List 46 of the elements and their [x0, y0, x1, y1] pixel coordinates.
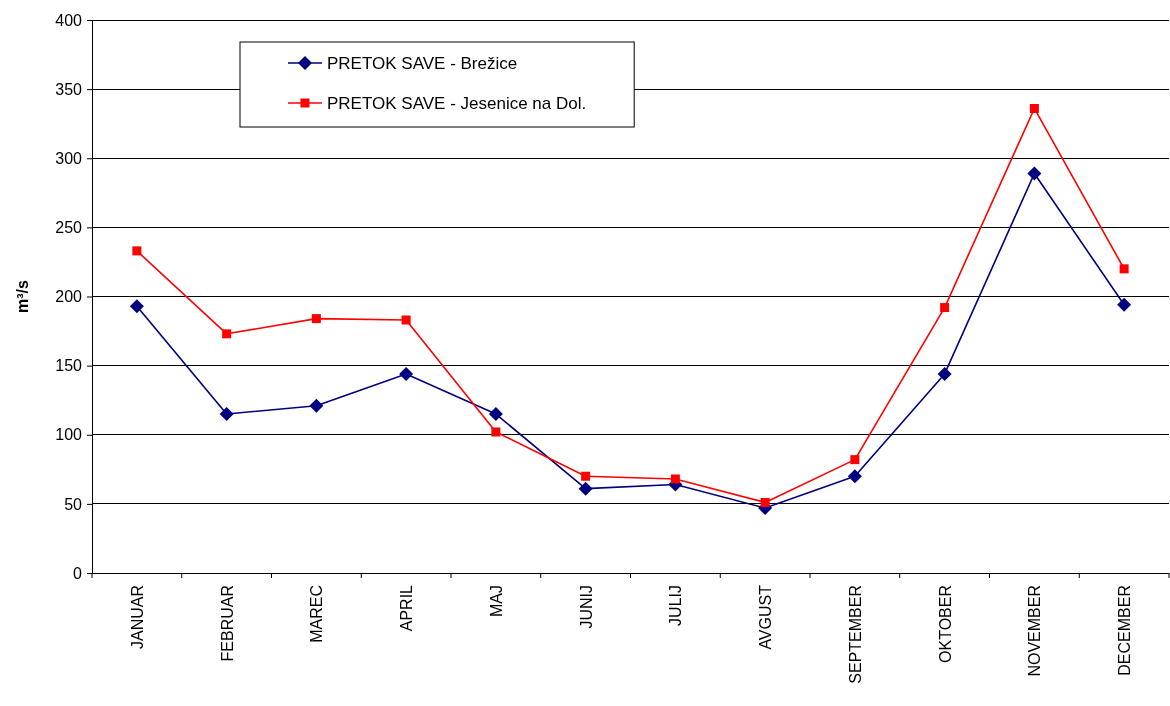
y-tick-label: 100	[55, 426, 83, 444]
point	[940, 303, 950, 313]
point	[670, 474, 680, 484]
x-tick-label: DECEMBER	[1116, 585, 1134, 676]
x-tick-label: APRIL	[398, 584, 416, 632]
point	[488, 407, 503, 422]
point	[847, 469, 862, 484]
point	[581, 471, 591, 481]
point	[222, 329, 232, 339]
y-tick-label: 0	[73, 564, 83, 582]
x-tick-label: JANUAR	[128, 585, 146, 650]
point	[311, 314, 321, 324]
y-tick-label: 50	[64, 495, 83, 513]
point	[491, 427, 501, 437]
point	[1029, 103, 1039, 113]
x-tick-label: JULIJ	[667, 585, 685, 626]
point	[1119, 264, 1129, 274]
y-tick-label: 200	[55, 288, 83, 306]
x-tick-label: JUNIJ	[577, 585, 595, 629]
y-tick-label: 300	[55, 149, 83, 167]
point	[937, 366, 952, 381]
point	[129, 299, 144, 314]
legend-label: PRETOK SAVE - Jesenice na Dol.	[327, 94, 587, 113]
x-tick-label: FEBRUAR	[218, 585, 236, 662]
point	[132, 246, 142, 256]
y-tick-label: 150	[55, 357, 83, 375]
point	[399, 366, 414, 381]
y-tick-label: 350	[55, 80, 83, 98]
x-tick-label: AVGUST	[757, 584, 775, 650]
point	[309, 398, 324, 413]
x-tick-label: SEPTEMBER	[846, 585, 864, 684]
point	[1117, 297, 1132, 312]
point	[578, 481, 593, 496]
x-tick-label: MAJ	[487, 585, 505, 617]
y-tick-label: 400	[55, 11, 83, 29]
point	[850, 455, 860, 465]
x-tick-label: MAREC	[308, 585, 326, 643]
y-tick-label: 250	[55, 218, 83, 236]
legend-label: PRETOK SAVE - Brežice	[327, 54, 518, 73]
point	[401, 315, 411, 325]
y-axis-title: m³/s	[14, 279, 31, 313]
point	[1027, 166, 1042, 181]
point	[219, 407, 234, 422]
point	[760, 497, 770, 507]
x-tick-label: OKTOBER	[936, 585, 954, 663]
x-tick-label: NOVEMBER	[1026, 585, 1044, 677]
